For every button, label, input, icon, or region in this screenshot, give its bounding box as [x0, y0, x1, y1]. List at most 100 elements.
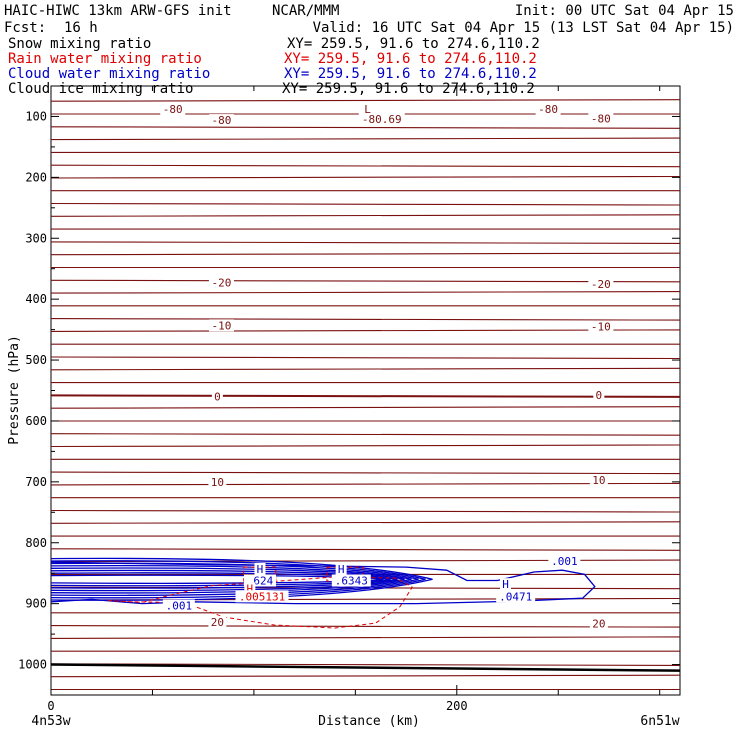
isotherm-line	[50, 636, 681, 639]
cloud-water-contour	[50, 564, 412, 594]
cloud-water-label: .6343	[335, 575, 368, 588]
valid-time: Valid: 16 UTC Sat 04 Apr 15 (13 LST Sat …	[313, 20, 734, 36]
temperature-label: 0	[214, 391, 221, 404]
right-endpoint-label: 6n51w	[640, 714, 679, 729]
field-legend: Snow mixing ratio XY= 259.5, 91.6 to 274…	[8, 36, 540, 97]
cloud-water-label-bg	[254, 562, 266, 575]
temperature-label-bg	[588, 112, 614, 125]
isotherm-line	[50, 252, 681, 256]
temperature-label: 20	[211, 616, 224, 629]
field-cloudice-name: Cloud ice mixing ratio	[8, 81, 193, 97]
cloud-water-label-bg	[548, 555, 581, 568]
y-axis-label: Pressure (hPa)	[7, 335, 22, 445]
cloud-water-label: .001	[166, 599, 193, 612]
isotherm-line	[50, 406, 681, 409]
y-tick-label: 400	[25, 292, 47, 306]
x-tick-label: 200	[446, 699, 468, 713]
cloud-water-label: .001	[551, 555, 578, 568]
init-time: Init: 00 UTC Sat 04 Apr 15	[515, 3, 734, 19]
y-tick-label: 900	[25, 597, 47, 611]
temperature-label-bg	[160, 103, 186, 116]
temperature-label: 10	[211, 476, 224, 489]
temperature-label: -80.69	[362, 113, 402, 126]
cloud-water-label: H	[257, 563, 264, 576]
y-tick-label: 700	[25, 475, 47, 489]
field-cloudice-xy: XY= 259.5, 91.6 to 274.6,110.2	[282, 81, 535, 97]
isotherm-line	[50, 509, 681, 513]
fcst-label: Fcst:	[4, 20, 46, 36]
cloud-water-label-bg	[162, 599, 195, 612]
y-tick-label: 800	[25, 536, 47, 550]
isotherm-line	[50, 279, 681, 283]
surface-line	[50, 663, 681, 672]
temperature-label: -10	[591, 321, 611, 334]
y-tick-label: 100	[25, 109, 47, 123]
cloud-water-contour	[50, 567, 405, 592]
field-snow-name: Snow mixing ratio	[8, 36, 151, 52]
isotherm-line	[50, 291, 681, 294]
isotherm-line	[50, 394, 681, 398]
cloud-water-contour	[50, 562, 419, 596]
temperature-label-bg	[358, 112, 405, 125]
temperature-label: -20	[212, 277, 232, 290]
isotherm-line	[50, 521, 681, 524]
temperature-label-bg	[208, 114, 234, 127]
temperature-label-bg	[208, 276, 234, 289]
temperature-label: 10	[592, 474, 605, 487]
field-cloudwater-xy: XY= 259.5, 91.6 to 274.6,110.2	[284, 66, 537, 82]
isotherm-line	[50, 482, 681, 486]
cloud-water-contour	[50, 560, 426, 599]
isotherm-line	[50, 126, 681, 129]
temperature-label: -80	[163, 103, 183, 116]
isotherm-line	[50, 433, 681, 436]
cloud-water-contour	[50, 569, 398, 589]
isotherm-line	[50, 548, 681, 551]
x-axis-label: Distance (km)	[318, 714, 420, 729]
field-snow-xy: XY= 259.5, 91.6 to 274.6,110.2	[287, 36, 540, 52]
rain-water-contour	[107, 576, 413, 629]
temperature-label: -20	[591, 278, 611, 291]
y-tick-label: 500	[25, 353, 47, 367]
temperature-label: L	[364, 103, 371, 116]
temperature-label-bg	[208, 319, 234, 332]
cloud-water-label-bg	[496, 590, 536, 603]
cloud-water-label: H	[502, 578, 509, 591]
isotherm-line	[50, 137, 681, 141]
temperature-label: -80	[212, 114, 232, 127]
cloud-water-label-bg	[331, 574, 371, 587]
temperature-label-bg	[208, 475, 227, 488]
isotherm-line	[50, 674, 681, 678]
fcst-value: 16 h	[64, 20, 98, 36]
x-tick-label: 0	[47, 699, 54, 713]
isotherm-line	[50, 214, 681, 217]
temperature-label-bg	[535, 103, 561, 116]
temperature-label: 0	[596, 389, 603, 402]
rain-water-label-bg	[235, 590, 289, 603]
temperature-label-bg	[588, 320, 614, 333]
y-tick-label: 600	[25, 414, 47, 428]
temperature-label: -80	[538, 103, 558, 116]
isotherm-line	[50, 367, 681, 371]
left-endpoint-label: 4n53w	[31, 714, 70, 729]
temperature-label-bg	[362, 103, 374, 116]
isotherm-line	[50, 444, 681, 448]
cloud-water-label-bg	[335, 562, 347, 575]
isotherm-line	[50, 356, 681, 360]
surface-pressure-line	[50, 663, 681, 672]
temperature-contours	[50, 99, 681, 691]
isotherm-line	[50, 175, 681, 179]
institution: NCAR/MMM	[272, 3, 339, 19]
temperature-label-bg	[211, 390, 223, 403]
isotherm-line	[50, 202, 681, 206]
cloud-water-contour	[50, 557, 433, 601]
temperature-label-bg	[588, 277, 614, 290]
contour-labels: -80 -80 -80 -80 -80.69L -20 -20 -10 -10 0 0 10 10 20 2…	[160, 103, 614, 631]
rain-water-label: .005131	[239, 590, 285, 603]
temperature-label-bg	[589, 474, 608, 487]
temperature-label-bg	[589, 617, 608, 630]
isotherm-line	[50, 471, 681, 475]
cloud-water-contour	[50, 572, 391, 587]
temperature-label-bg	[208, 615, 227, 628]
